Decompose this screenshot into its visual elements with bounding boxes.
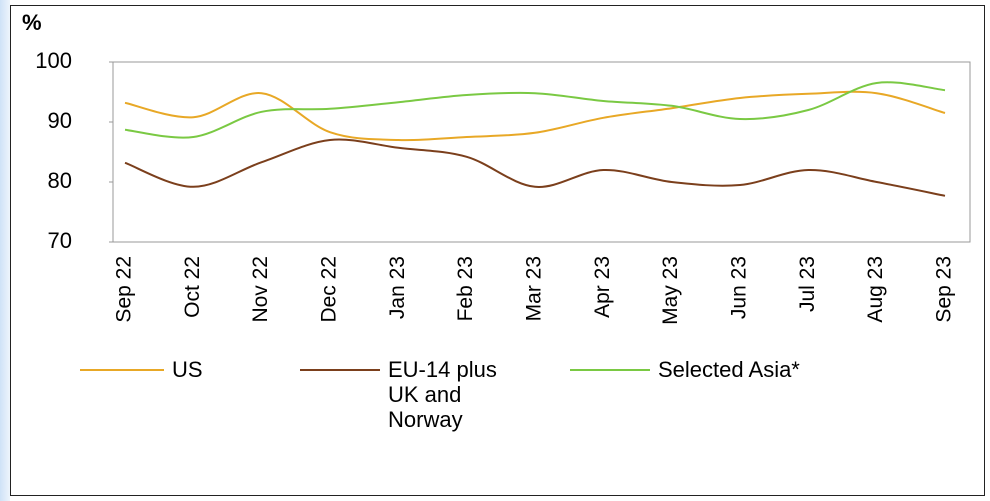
- series-line: [124, 138, 946, 197]
- legend-label: US: [172, 357, 203, 382]
- x-tick-label: Dec 22: [318, 256, 341, 323]
- x-tick-label: Apr 23: [591, 256, 614, 318]
- x-tick-label: Jun 23: [728, 256, 751, 319]
- plot-area: [112, 61, 971, 243]
- side-strip: [0, 0, 10, 501]
- x-tick-label: Aug 23: [864, 256, 887, 323]
- x-tick-label: Oct 22: [181, 256, 204, 318]
- y-tick-label: 100: [35, 48, 72, 73]
- x-tick-label: Nov 22: [249, 256, 272, 323]
- y-tick-label: 90: [48, 108, 72, 133]
- y-tick-label: 70: [48, 228, 72, 253]
- y-axis-label: %: [22, 10, 42, 35]
- x-tick-label: Mar 23: [523, 256, 546, 321]
- legend-label: EU-14 plus UK and Norway: [388, 357, 497, 432]
- x-tick-label: Jan 23: [386, 256, 409, 319]
- frame: [10, 5, 985, 496]
- x-tick-label: Feb 23: [454, 256, 477, 321]
- series-line: [124, 81, 946, 139]
- x-tick-label: May 23: [659, 256, 682, 325]
- series-line: [124, 90, 946, 142]
- y-tick-label: 80: [48, 168, 72, 193]
- x-tick-label: Sep 23: [933, 256, 956, 323]
- x-tick-label: Jul 23: [796, 256, 819, 312]
- x-tick-label: Sep 22: [113, 256, 136, 323]
- legend-label: Selected Asia*: [658, 357, 800, 382]
